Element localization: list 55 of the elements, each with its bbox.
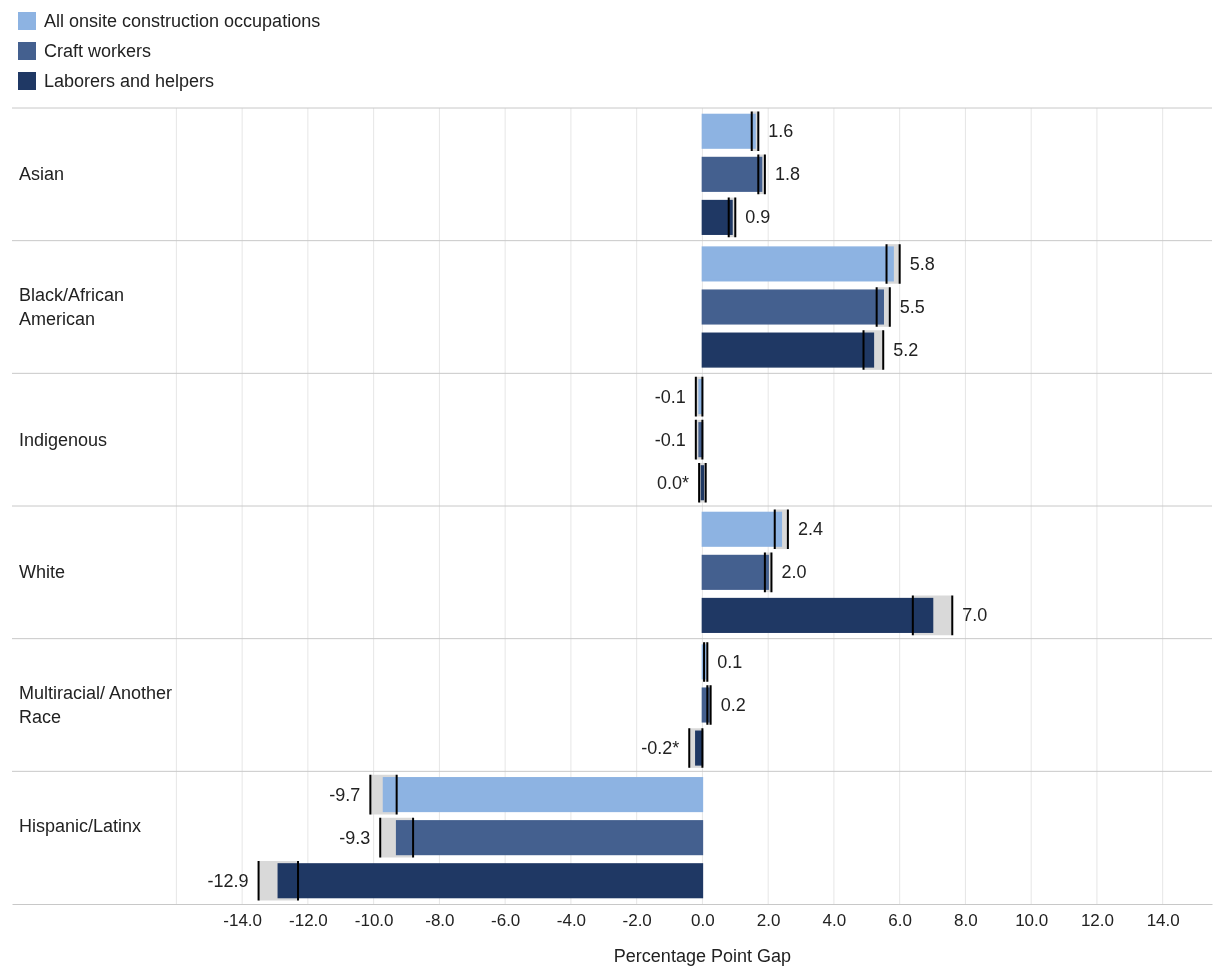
data-label: 1.6 (768, 121, 794, 142)
bar (701, 554, 769, 590)
bar (701, 332, 875, 368)
data-label: -9.7 (329, 784, 361, 805)
y-tick-label: White (19, 562, 66, 583)
x-tick-label: 8.0 (954, 911, 978, 931)
bar (701, 511, 783, 547)
y-tick-label: Hispanic/Latinx (19, 815, 142, 836)
bar (701, 113, 756, 149)
data-label: -0.1 (654, 429, 686, 450)
x-tick-label: -2.0 (622, 911, 652, 931)
data-label: -9.3 (339, 827, 371, 848)
x-tick-label: -14.0 (223, 911, 263, 931)
x-tick-label: 6.0 (888, 911, 912, 931)
data-label: 7.0 (962, 605, 988, 626)
legend-label: Craft workers (44, 41, 152, 61)
bar (395, 820, 704, 856)
data-label: 2.0 (781, 562, 807, 583)
y-tick-label: Black/African American (19, 285, 125, 329)
y-tick-label: Asian (19, 164, 65, 185)
bar (701, 156, 763, 192)
bar (701, 289, 884, 325)
bar (701, 246, 894, 282)
x-tick-label: -4.0 (556, 911, 587, 931)
x-tick-label: -8.0 (425, 911, 455, 931)
bar (701, 199, 733, 235)
data-label: 5.2 (893, 340, 919, 361)
data-label: 5.8 (909, 253, 935, 274)
x-tick-label: -12.0 (289, 911, 328, 931)
data-label: 5.5 (899, 297, 925, 317)
data-label: 1.8 (774, 164, 800, 185)
x-tick-label: 12.0 (1080, 911, 1114, 931)
bar (701, 597, 934, 633)
data-label: 0.1 (717, 651, 743, 672)
data-label: 2.4 (797, 519, 823, 540)
legend-label: All onsite construction occupations (44, 11, 321, 31)
data-label: 0.0* (657, 472, 690, 493)
x-tick-label: 0.0 (691, 911, 715, 931)
bar (382, 777, 704, 813)
bar (277, 863, 704, 899)
x-tick-label: 14.0 (1146, 911, 1180, 931)
data-label: -0.1 (654, 386, 686, 407)
data-label: -12.9 (207, 870, 249, 891)
x-tick-label: -6.0 (491, 911, 521, 931)
legend-label: Laborers and helpers (44, 71, 215, 91)
data-label: 0.2 (720, 695, 746, 715)
y-tick-label: Multiracial/ Another Race (19, 683, 173, 727)
data-label: 0.9 (745, 207, 771, 228)
y-tick-label: Indigenous (19, 429, 108, 450)
data-label: -0.2* (641, 738, 680, 759)
x-tick-label: -10.0 (354, 911, 394, 931)
x-tick-label: 2.0 (756, 911, 781, 931)
x-tick-label: 10.0 (1015, 911, 1049, 931)
x-axis-title: Percentage Point Gap (613, 946, 791, 966)
x-tick-label: 4.0 (822, 911, 847, 931)
